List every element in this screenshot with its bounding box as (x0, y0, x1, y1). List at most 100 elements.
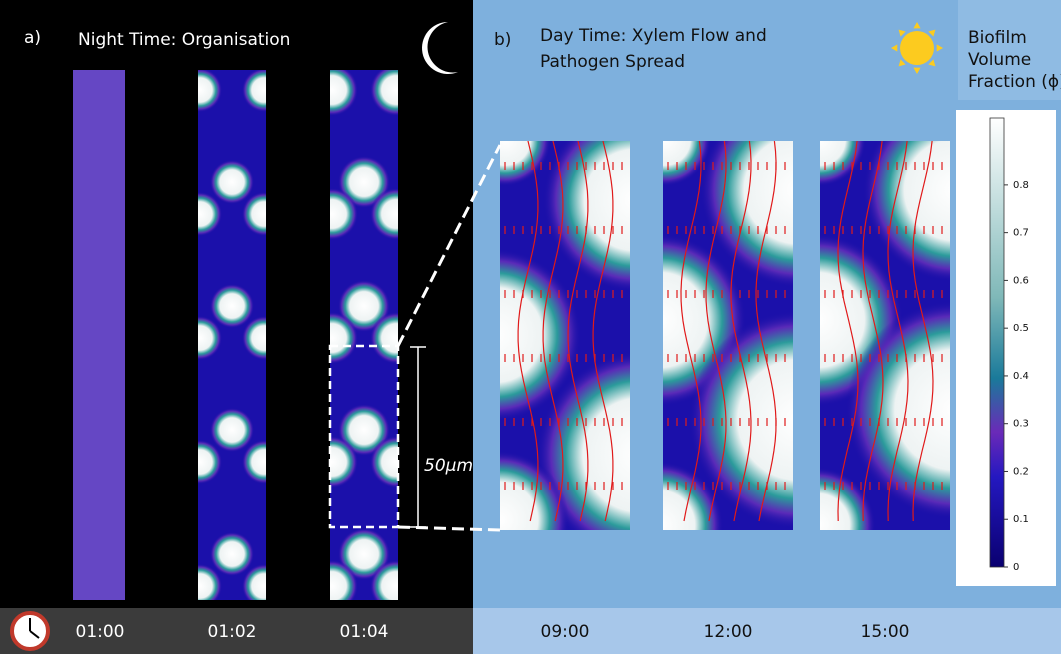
scale-bar (410, 346, 426, 528)
streamline (730, 141, 752, 522)
zoom-box (328, 344, 400, 529)
biofilm-blob (241, 439, 266, 485)
biofilm-blob (209, 407, 255, 453)
night-timebar (0, 608, 473, 654)
biofilm-blob (330, 560, 358, 600)
panel-label: b) (494, 30, 511, 50)
clock-icon (10, 611, 50, 651)
biofilm-blob (536, 352, 630, 530)
sun-ray (928, 29, 936, 37)
biofilm-blob (330, 70, 358, 116)
biofilm-blob (700, 141, 793, 288)
streamline (517, 141, 539, 522)
biofilm-blob (370, 70, 398, 116)
strip (500, 141, 630, 530)
biofilm-blob (370, 560, 398, 600)
biofilm-blob (198, 563, 223, 600)
strip (820, 141, 950, 530)
biofilm-blob (241, 70, 266, 113)
time-label: 01:00 (76, 622, 125, 642)
strip (198, 70, 266, 600)
biofilm-blob (338, 404, 390, 456)
streamline (912, 141, 934, 522)
biofilm-blob (338, 528, 390, 580)
zoom-line (396, 144, 502, 347)
sun-ray (891, 44, 898, 52)
biofilm-blob (500, 141, 551, 186)
simulation-strips (73, 70, 950, 600)
biofilm-blob (370, 436, 398, 488)
biofilm-blob (241, 191, 266, 237)
biofilm-blob (330, 188, 358, 240)
colorbar-title: Biofilm (968, 28, 1027, 48)
colorbar (989, 117, 1005, 568)
streamline (567, 141, 589, 522)
streamline (542, 141, 564, 522)
strip (73, 70, 125, 600)
sun-ray (913, 67, 921, 74)
panel-label: a) (24, 28, 41, 48)
biofilm-blob (198, 439, 223, 485)
strip (663, 141, 793, 530)
biofilm-blob (500, 248, 582, 422)
time-label: 01:02 (208, 622, 257, 642)
colorbar-title: Volume (968, 50, 1031, 70)
time-label: 01:04 (340, 622, 389, 642)
strip (330, 70, 398, 600)
panel-title: Day Time: Xylem Flow and (540, 26, 767, 46)
time-label: 09:00 (541, 622, 590, 642)
streamline (680, 141, 702, 522)
streamline (592, 141, 614, 522)
biofilm-blob (209, 531, 255, 577)
time-label: 12:00 (704, 622, 753, 642)
colorbar-tick-label: 0.7 (1013, 228, 1029, 239)
colorbar-tick-label: 0.6 (1013, 275, 1029, 286)
streamline (862, 141, 884, 522)
moon-icon (421, 21, 458, 75)
colorbar-ticks: 0 0.1 0.2 0.3 0.4 0.5 0.6 0.7 0.8 (1004, 180, 1029, 573)
biofilm-blob (198, 70, 223, 113)
sun-ray (913, 22, 921, 29)
panel-title: Night Time: Organisation (78, 30, 290, 50)
biofilm-blob (198, 315, 223, 361)
biofilm-blob (330, 312, 358, 364)
biofilm-blob (663, 461, 724, 530)
sun-ray (936, 44, 943, 52)
streamline (887, 141, 909, 522)
sun-ray (928, 59, 936, 67)
biofilm-blob (543, 141, 630, 292)
biofilm-blob (688, 310, 793, 530)
colorbar-tick-label: 0.3 (1013, 419, 1029, 430)
sun-icon (891, 22, 943, 74)
day-timebar (473, 608, 1061, 654)
scale-bar-label: 50μm (424, 456, 473, 476)
colorbar-title: Fraction (ϕ) (968, 72, 1061, 92)
streamline (705, 141, 727, 522)
time-label: 15:00 (861, 622, 910, 642)
sun-ray (898, 29, 906, 37)
strip-bg (73, 70, 125, 600)
biofilm-blob (198, 191, 223, 237)
colorbar-tick-label: 0.4 (1013, 371, 1029, 382)
biofilm-blob (863, 141, 950, 282)
sun-ray (898, 59, 906, 67)
biofilm-blob (241, 563, 266, 600)
biofilm-blob (338, 280, 390, 332)
colorbar-title-bg (958, 0, 1061, 100)
biofilm-blob (241, 315, 266, 361)
colorbar-tick-label: 0.1 (1013, 514, 1029, 525)
biofilm-blob (500, 451, 569, 530)
colorbar-tick-label: 0 (1013, 562, 1019, 573)
biofilm-blob (663, 141, 711, 186)
biofilm-blob (209, 283, 255, 329)
colorbar-tick-label: 0.8 (1013, 180, 1029, 191)
colorbar-tick-label: 0.2 (1013, 466, 1029, 477)
panel-title: Pathogen Spread (540, 52, 685, 72)
biofilm-blob (330, 436, 358, 488)
biofilm-blob (209, 159, 255, 205)
colorbar-tick-label: 0.5 (1013, 323, 1029, 334)
biofilm-blob (370, 312, 398, 364)
biofilm-blob (370, 188, 398, 240)
streamline (755, 141, 777, 522)
